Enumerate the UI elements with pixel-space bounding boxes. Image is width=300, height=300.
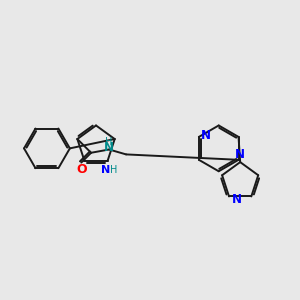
Text: N: N (200, 129, 210, 142)
Text: O: O (76, 163, 87, 176)
Text: H: H (105, 137, 112, 147)
Text: H: H (110, 165, 117, 175)
Text: N: N (232, 193, 242, 206)
Text: N: N (103, 141, 113, 154)
Text: N: N (101, 165, 110, 175)
Text: N: N (235, 148, 244, 161)
